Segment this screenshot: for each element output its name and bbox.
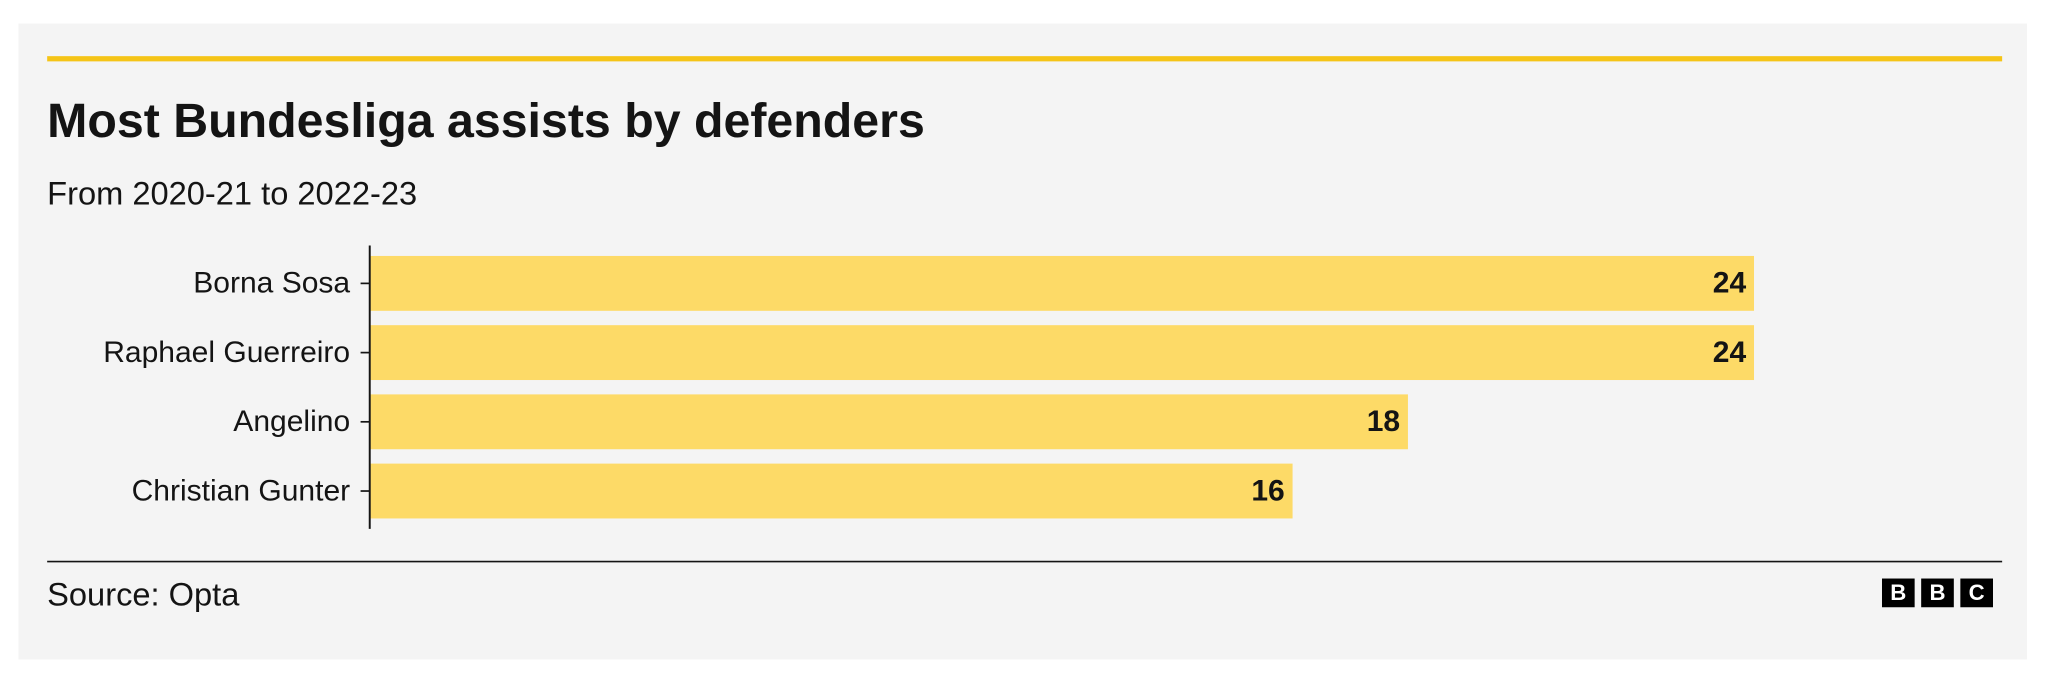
- category-label: Borna Sosa: [193, 267, 350, 300]
- logo-letter: B: [1929, 580, 1945, 605]
- logo-letter: B: [1890, 580, 1906, 605]
- logo-box: [1881, 578, 1915, 608]
- bar: [369, 325, 1755, 381]
- source: Source: Opta: [47, 575, 240, 612]
- value-label: 18: [1367, 405, 1400, 438]
- logo-box: [1921, 578, 1954, 608]
- chart-subtitle: From 2020-21 to 2022-23: [47, 175, 417, 212]
- value-label: 24: [1713, 336, 1747, 369]
- category-label: Angelino: [233, 405, 350, 438]
- logo-letter: C: [1969, 580, 1985, 605]
- value-label: 24: [1713, 267, 1747, 300]
- chart-title: Most Bundesliga assists by defenders: [47, 94, 925, 148]
- logo-box: [1960, 578, 1993, 608]
- value-label: 16: [1251, 474, 1284, 507]
- bar: [369, 255, 1755, 311]
- category-label: Raphael Guerreiro: [103, 336, 350, 369]
- accent-line: [47, 56, 2003, 62]
- bar: [369, 394, 1408, 450]
- category-label: Christian Gunter: [132, 474, 351, 507]
- bar: [369, 463, 1293, 519]
